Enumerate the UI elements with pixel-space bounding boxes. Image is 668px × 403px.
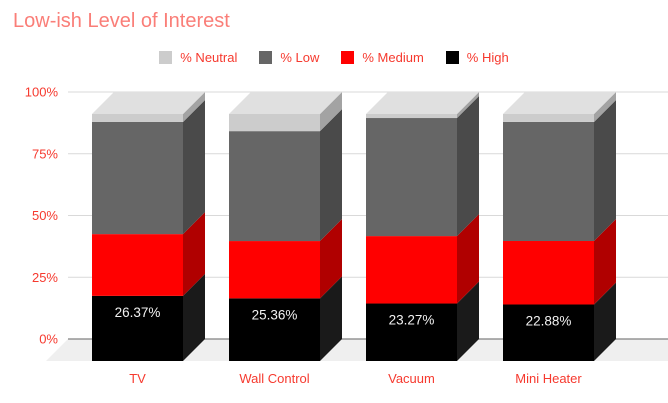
bar-segment-side-neutral xyxy=(320,92,342,132)
bar-mini-heater: 22.88% xyxy=(503,92,616,361)
bar-segment-side-high xyxy=(183,273,205,361)
bar-segment-side-medium xyxy=(183,212,205,296)
bar-segment-side-low xyxy=(594,99,616,242)
bar-segment-high xyxy=(366,303,457,361)
data-label: 25.36% xyxy=(252,307,298,322)
bar-segment-side-neutral xyxy=(183,92,205,122)
bar-segment-neutral xyxy=(92,114,183,122)
legend-item-high: % High xyxy=(445,50,509,65)
bar-vacuum: 23.27% xyxy=(366,92,479,361)
bar-top-face xyxy=(229,92,342,114)
y-axis-tick-label: 0% xyxy=(39,332,58,347)
legend-swatch-neutral xyxy=(159,51,173,64)
bar-segment-side-medium xyxy=(594,219,616,305)
bar-top-face xyxy=(366,92,479,114)
legend-label: % Medium xyxy=(362,50,424,65)
bar-segment-side-high xyxy=(594,282,616,361)
legend-swatch-high xyxy=(445,51,459,64)
bar-segment-side-medium xyxy=(457,214,479,304)
bar-segment-side-high xyxy=(457,281,479,361)
bar-segment-medium xyxy=(366,236,457,304)
legend-swatch-medium xyxy=(341,51,355,64)
bar-segment-side-medium xyxy=(320,219,342,299)
bar-segment-side-high xyxy=(320,276,342,361)
bar-segment-low xyxy=(366,118,457,237)
bar-segment-side-neutral xyxy=(594,92,616,122)
bar-segment-high xyxy=(229,298,320,361)
bar-top-face xyxy=(503,92,616,114)
bar-wall-control: 25.36% xyxy=(229,92,342,361)
bar-segment-medium xyxy=(503,241,594,305)
x-axis-label-vacuum: Vacuum xyxy=(388,371,435,386)
bar-segment-side-low xyxy=(183,99,205,235)
legend: % Neutral % Low % Medium % High xyxy=(0,50,668,65)
bar-segment-medium xyxy=(229,241,320,299)
chart-title: Low-ish Level of Interest xyxy=(13,10,230,32)
data-label: 26.37% xyxy=(115,305,161,320)
bar-segment-side-low xyxy=(457,96,479,237)
y-axis-tick-label: 50% xyxy=(32,208,58,223)
bar-segment-side-neutral xyxy=(457,92,479,119)
legend-label: % Neutral xyxy=(180,50,238,65)
legend-item-low: % Low xyxy=(259,50,319,65)
data-label: 22.88% xyxy=(526,313,572,328)
bar-segment-high xyxy=(503,304,594,361)
bar-segment-low xyxy=(503,121,594,242)
bar-tv: 26.37% xyxy=(92,92,205,361)
bar-top-face xyxy=(92,92,205,114)
y-axis-tick-label: 75% xyxy=(32,146,58,161)
data-label: 23.27% xyxy=(389,313,435,328)
bar-segment-high xyxy=(92,295,183,361)
bar-segment-low xyxy=(229,131,320,242)
bar-segment-side-low xyxy=(320,109,342,242)
legend-label: % Low xyxy=(280,50,320,65)
y-axis-tick-label: 100% xyxy=(25,85,59,100)
bar-segment-low xyxy=(92,121,183,235)
legend-label: % High xyxy=(466,50,509,65)
legend-swatch-low xyxy=(259,51,273,64)
bar-segment-neutral xyxy=(229,114,320,132)
x-axis-label-tv: TV xyxy=(129,371,146,386)
legend-item-neutral: % Neutral xyxy=(159,50,237,65)
x-axis-label-wall-control: Wall Control xyxy=(239,371,309,386)
y-axis-tick-label: 25% xyxy=(32,270,58,285)
bar-segment-medium xyxy=(92,234,183,296)
x-axis-label-mini-heater: Mini Heater xyxy=(515,371,582,386)
bar-segment-neutral xyxy=(366,114,457,119)
legend-item-medium: % Medium xyxy=(341,50,424,65)
bar-segment-neutral xyxy=(503,114,594,122)
